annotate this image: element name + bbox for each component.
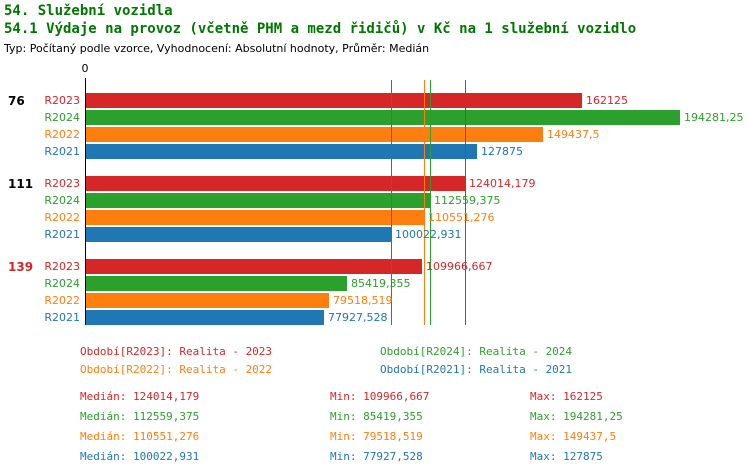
- stat-min-R2021: Min: 77927,528: [330, 450, 423, 463]
- y-axis-line: [85, 78, 86, 325]
- series-row-label: R2021: [44, 228, 80, 241]
- legend-item-R2024: Období[R2024]: Realita - 2024: [380, 345, 573, 358]
- bar-value-label: 79518,519: [333, 294, 393, 307]
- series-row-label: R2022: [44, 128, 80, 141]
- median-line-R2023: [465, 80, 466, 325]
- series-row-label: R2024: [44, 194, 80, 207]
- series-row-label: R2021: [44, 145, 80, 158]
- series-row-label: R2024: [44, 277, 80, 290]
- median-line-R2024: [430, 80, 431, 325]
- group-label: 139: [8, 260, 34, 274]
- stat-median-R2022: Medián: 110551,276: [80, 430, 200, 443]
- series-row-label: R2023: [44, 260, 80, 273]
- stat-max-R2023: Max: 162125: [530, 390, 603, 403]
- bar-value-label: 85419,355: [351, 277, 411, 290]
- bar-value-label: 110551,276: [428, 211, 495, 224]
- series-row-label: R2022: [44, 294, 80, 307]
- bar-value-label: 149437,5: [547, 128, 600, 141]
- stat-median-R2021: Medián: 100022,931: [80, 450, 200, 463]
- bar-value-label: 77927,528: [328, 311, 388, 324]
- report-meta-line: Typ: Počítaný podle vzorce, Vyhodnocení:…: [4, 42, 430, 55]
- series-row-label: R2021: [44, 311, 80, 324]
- bar-R2022: [85, 293, 329, 308]
- bar-value-label: 162125: [586, 94, 628, 107]
- chart-legend: Období[R2023]: Realita - 2023 Období[R202…: [0, 345, 750, 383]
- page-subtitle: 54.1 Výdaje na provoz (včetně PHM a mezd…: [4, 21, 637, 37]
- bar-R2024: [85, 193, 430, 208]
- bar-value-label: 127875: [481, 145, 523, 158]
- bar-R2023: [85, 259, 422, 274]
- bar-R2021: [85, 227, 391, 242]
- legend-item-R2022: Období[R2022]: Realita - 2022: [80, 363, 273, 376]
- stat-max-R2021: Max: 127875: [530, 450, 603, 463]
- median-line-R2021: [391, 80, 392, 325]
- series-row-label: R2024: [44, 111, 80, 124]
- stat-min-R2024: Min: 85419,355: [330, 410, 423, 423]
- median-line-R2022: [424, 80, 425, 325]
- series-row-label: R2022: [44, 211, 80, 224]
- axis-zero-label: 0: [81, 62, 89, 75]
- stat-max-R2024: Max: 194281,25: [530, 410, 623, 423]
- bar-value-label: 124014,179: [469, 177, 536, 190]
- series-row-label: R2023: [44, 94, 80, 107]
- bar-R2021: [85, 144, 477, 159]
- page-title: 54. Služební vozidla: [4, 3, 173, 19]
- stat-min-R2023: Min: 109966,667: [330, 390, 430, 403]
- bar-chart: 0 76 R2023 162125 R2024 194281,25 R2022 149437…: [0, 60, 750, 336]
- bar-R2022: [85, 127, 543, 142]
- stat-median-R2023: Medián: 124014,179: [80, 390, 200, 403]
- bar-R2022: [85, 210, 424, 225]
- bar-R2021: [85, 310, 324, 325]
- stat-min-R2022: Min: 79518,519: [330, 430, 423, 443]
- group-label: 76: [8, 94, 25, 108]
- stats-table: Medián: 124014,179 Min: 109966,667 Max: 16…: [0, 390, 750, 474]
- group-label: 111: [8, 177, 34, 191]
- legend-item-R2021: Období[R2021]: Realita - 2021: [380, 363, 573, 376]
- bar-R2024: [85, 110, 680, 125]
- bar-value-label: 109966,667: [426, 260, 493, 273]
- bar-value-label: 194281,25: [684, 111, 744, 124]
- bar-R2024: [85, 276, 347, 291]
- bar-R2023: [85, 93, 582, 108]
- stat-median-R2024: Medián: 112559,375: [80, 410, 200, 423]
- series-row-label: R2023: [44, 177, 80, 190]
- legend-item-R2023: Období[R2023]: Realita - 2023: [80, 345, 273, 358]
- bar-R2023: [85, 176, 465, 191]
- bar-value-label: 100022,931: [395, 228, 462, 241]
- bar-value-label: 112559,375: [434, 194, 501, 207]
- stat-max-R2022: Max: 149437,5: [530, 430, 617, 443]
